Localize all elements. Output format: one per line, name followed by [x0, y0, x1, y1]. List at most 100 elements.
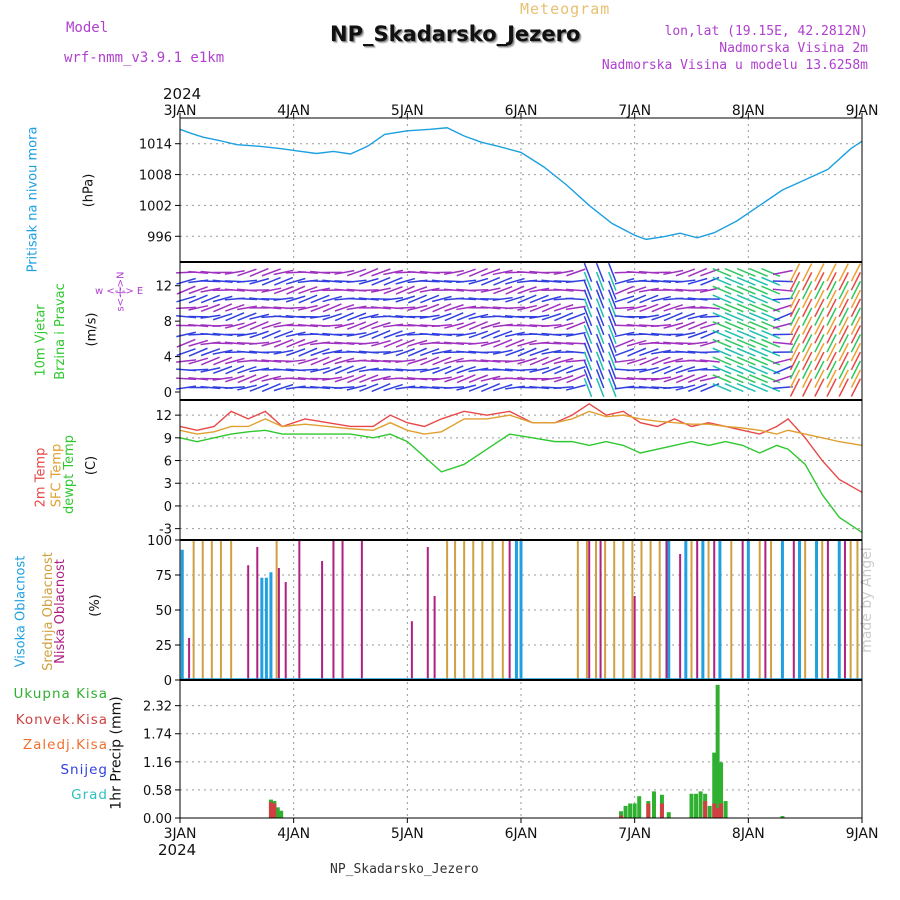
wind-barb [443, 386, 465, 390]
wind-barb [334, 322, 355, 329]
wind-barb [212, 365, 233, 375]
wind-barb [334, 386, 355, 390]
wind-barb [615, 285, 635, 295]
precip-bar [712, 803, 717, 818]
wind-barb [712, 365, 732, 375]
wind-barb [419, 385, 440, 390]
wind-barb [826, 280, 837, 300]
wind-barb [371, 329, 391, 340]
precip-bar [279, 810, 284, 818]
wind-barb [444, 374, 464, 383]
wind-barb [468, 341, 489, 346]
wind-barb [608, 307, 617, 327]
wind-barb [814, 289, 825, 309]
wind-barb [838, 263, 849, 282]
wind-barb [529, 280, 550, 283]
wind-barb [358, 297, 379, 301]
wind-barb [492, 383, 513, 392]
wind-barb [200, 332, 221, 336]
wind-barb [675, 312, 696, 321]
precip-bar [628, 803, 633, 818]
wind-barb [298, 294, 318, 304]
wind-barb [419, 314, 440, 319]
precip-ytick-label: 1.16 [143, 756, 172, 771]
wind-barb [359, 267, 379, 278]
wind-barb [419, 287, 440, 293]
precip-bar [619, 811, 624, 818]
wind-barb [583, 289, 593, 309]
wind-barb [249, 289, 270, 292]
wind-barb [789, 351, 801, 371]
cloud-ytick-label: 50 [155, 604, 172, 619]
wind-barb [639, 348, 659, 357]
wind-barb [748, 294, 768, 304]
wind-barb [188, 368, 209, 372]
wind-barb [200, 348, 221, 357]
wind-barb [371, 321, 391, 330]
wind-barb [565, 331, 586, 337]
wind-barb [748, 303, 768, 313]
wind-barb [249, 383, 269, 392]
wind-barb [370, 306, 391, 310]
wind-barb [801, 351, 813, 371]
wind-barb [456, 331, 477, 337]
wind-barb [541, 279, 562, 284]
wind-barb [370, 359, 391, 363]
cloud-ytick-label: 0 [164, 674, 172, 689]
wind-barb [748, 374, 768, 384]
wind-barb [371, 383, 391, 393]
wind-barb [249, 321, 269, 331]
wind-barb [675, 321, 695, 330]
wind-barb [224, 288, 245, 292]
top-day-label: 6JAN [505, 103, 538, 119]
wind-barb [517, 304, 537, 311]
wind-barb [736, 338, 756, 348]
wind-barb [407, 323, 428, 328]
wind-barb [838, 342, 849, 362]
precip-bar [715, 808, 720, 818]
bottom-day-label: 5JAN [391, 826, 424, 842]
wind-barb [346, 365, 367, 374]
wind-barb [826, 263, 837, 282]
wind-barb [627, 347, 647, 357]
wind-barb [298, 347, 318, 357]
wind-barb [236, 297, 258, 301]
wind-barb [456, 279, 477, 284]
wind-barb [297, 368, 318, 372]
wind-barb [699, 350, 720, 354]
wind-barb [773, 374, 793, 383]
wind-barb [273, 297, 294, 301]
wind-barb [595, 262, 605, 283]
wind-barb [346, 350, 367, 354]
wind-barb [517, 323, 538, 328]
wind-barb [310, 356, 330, 366]
wind-barb [699, 315, 720, 318]
wind-barb [358, 359, 379, 363]
wind-barb [359, 330, 379, 339]
wind-barb [838, 280, 849, 300]
temperature-ytick-label: 0 [164, 500, 172, 515]
wind-barb [773, 304, 793, 312]
wind-barb [298, 357, 318, 365]
wind-barb [627, 294, 647, 304]
wind-barb [663, 386, 684, 390]
wind-barb [468, 297, 489, 301]
wind-barb [724, 338, 744, 348]
wind-barb [789, 325, 801, 344]
precip-bar [712, 752, 717, 818]
top-day-label: 8JAN [732, 103, 765, 119]
wind-barb [814, 307, 825, 326]
wind-barb [322, 376, 343, 381]
wind-barb [200, 280, 221, 283]
wind-barb [188, 294, 208, 304]
wind-barb [492, 296, 513, 302]
wind-barb [850, 280, 862, 300]
wind-barb [200, 385, 221, 390]
wind-barb [553, 374, 574, 383]
cloud-ytick-label: 75 [155, 569, 172, 584]
precip-bar [619, 815, 624, 818]
wind-barb [638, 280, 659, 283]
wind-barb [583, 369, 593, 389]
wind-barb [236, 350, 258, 354]
